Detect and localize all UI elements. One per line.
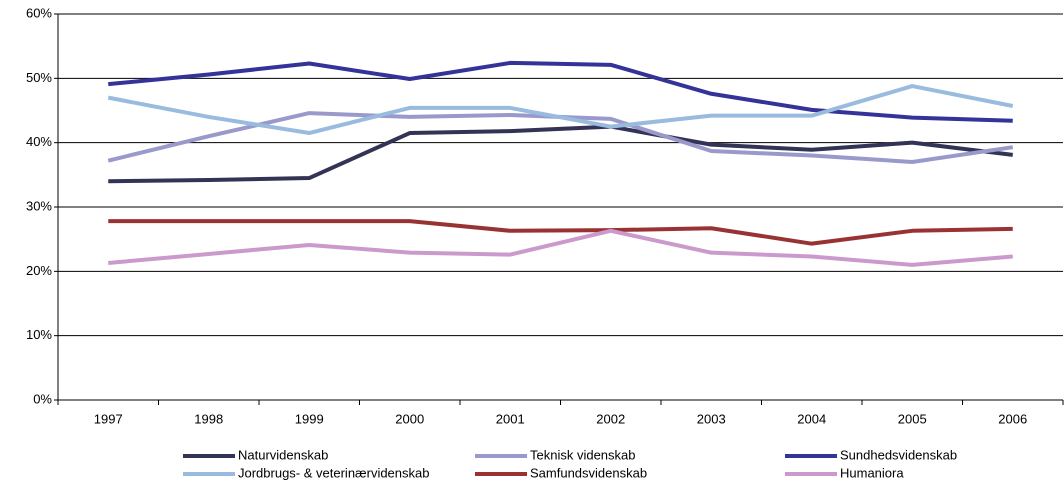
legend-label: Jordbrugs- & veterinærvidenskab: [238, 465, 429, 480]
y-tick-label: 20%: [26, 263, 52, 278]
series-line: [108, 219, 1013, 246]
y-tick-label: 40%: [26, 134, 52, 149]
x-tick-label: 2005: [898, 411, 927, 426]
x-tick-label: 2006: [998, 411, 1027, 426]
y-tick-label: 30%: [26, 198, 52, 213]
x-tick-label: 2003: [697, 411, 726, 426]
x-tick-label: 2004: [797, 411, 826, 426]
legend-label: Samfundsvidenskab: [530, 465, 647, 480]
legend-label: Humaniora: [840, 465, 904, 480]
x-tick-label: 1999: [295, 411, 324, 426]
y-tick-label: 60%: [26, 5, 52, 20]
series-line: [108, 60, 1013, 123]
y-tick-label: 10%: [26, 327, 52, 342]
legend-label: Teknisk videnskab: [530, 447, 636, 462]
series-line: [107, 84, 1014, 136]
x-tick-label: 1998: [194, 411, 223, 426]
legend-label: Sundhedsvidenskab: [840, 447, 957, 462]
x-tick-label: 1997: [94, 411, 123, 426]
x-tick-label: 2002: [596, 411, 625, 426]
series-line: [108, 124, 1013, 184]
series-line: [108, 228, 1013, 267]
y-tick-label: 50%: [26, 70, 52, 85]
series-line: [107, 111, 1014, 164]
x-tick-label: 2000: [395, 411, 424, 426]
legend-label: Naturvidenskab: [238, 447, 328, 462]
x-tick-label: 2001: [496, 411, 525, 426]
y-tick-label: 0%: [33, 391, 52, 406]
